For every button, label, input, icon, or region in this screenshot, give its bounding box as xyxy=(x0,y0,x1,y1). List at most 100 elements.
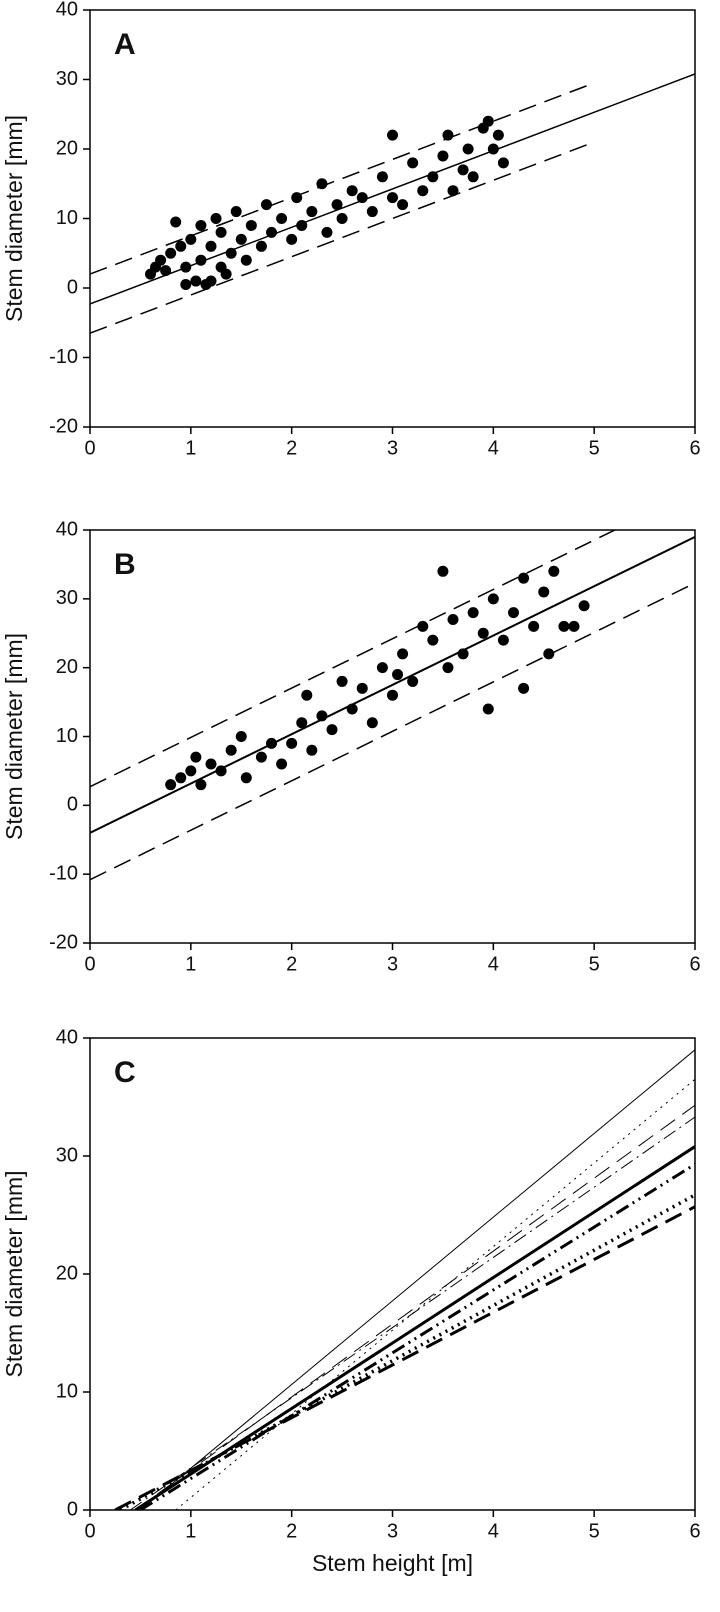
point xyxy=(397,199,409,211)
panel: -20 -10 0 10 20 30 40 0 1 2 3 4 5 6 A Stem diameter [mm… xyxy=(1,0,700,459)
point xyxy=(397,648,409,660)
point xyxy=(447,613,459,625)
y-tick-label: -20 xyxy=(49,415,78,437)
point xyxy=(286,233,298,245)
x-tick-label: 2 xyxy=(286,953,297,975)
plot-area xyxy=(90,530,695,881)
point xyxy=(276,213,288,224)
panel: -20 -10 0 10 20 30 40 0 1 2 3 4 5 6 B Stem diameter [mm… xyxy=(1,518,700,975)
y-tick-label: 30 xyxy=(56,68,78,90)
x-tick-label: 5 xyxy=(589,437,600,459)
point xyxy=(548,565,560,577)
point xyxy=(376,662,388,674)
y-axis-label: Stem diameter [mm] xyxy=(1,633,27,840)
point xyxy=(185,233,197,245)
point xyxy=(558,620,570,632)
point xyxy=(487,593,499,605)
plot-area xyxy=(90,73,695,334)
x-tick-label: 0 xyxy=(84,437,95,459)
point xyxy=(518,682,530,694)
point xyxy=(366,717,378,729)
x-tick-label: 5 xyxy=(589,953,600,975)
x-tick-label: 4 xyxy=(488,953,499,975)
point xyxy=(528,620,540,632)
point xyxy=(240,772,252,784)
y-tick-label: 10 xyxy=(56,725,78,747)
point xyxy=(407,157,419,169)
panel-letter: A xyxy=(114,28,136,61)
point xyxy=(255,751,267,763)
point xyxy=(255,240,267,252)
point xyxy=(245,219,257,231)
x-tick-label: 1 xyxy=(185,1520,196,1542)
fit-line xyxy=(135,1104,695,1510)
fit-line xyxy=(119,1193,695,1510)
point xyxy=(387,192,398,204)
point xyxy=(366,206,378,218)
fit-line xyxy=(90,582,695,881)
point xyxy=(578,600,590,612)
x-tick-label: 1 xyxy=(185,953,196,975)
point xyxy=(301,689,313,701)
point xyxy=(407,675,419,687)
point xyxy=(467,607,479,619)
y-tick-label: 0 xyxy=(67,1498,78,1520)
point xyxy=(160,265,172,277)
point xyxy=(387,689,398,701)
point xyxy=(175,240,187,252)
x-tick-label: 2 xyxy=(286,1520,297,1542)
point xyxy=(508,607,519,619)
point xyxy=(195,219,207,231)
point xyxy=(296,717,308,729)
point xyxy=(538,586,550,598)
x-tick-label: 2 xyxy=(286,437,297,459)
point xyxy=(306,206,318,218)
x-tick-label: 0 xyxy=(84,953,95,975)
point xyxy=(190,751,202,763)
fit-line xyxy=(114,1205,695,1510)
point xyxy=(240,254,252,266)
fit-line xyxy=(90,535,695,834)
y-axis-label: Stem diameter [mm] xyxy=(1,115,27,322)
point xyxy=(235,731,247,742)
plot-frame xyxy=(89,1037,696,1511)
point xyxy=(155,254,167,266)
point xyxy=(306,744,318,756)
point xyxy=(205,275,217,287)
x-tick-label: 0 xyxy=(84,1520,95,1542)
plot-frame xyxy=(89,9,696,428)
panel-letter: B xyxy=(114,548,136,581)
point xyxy=(492,129,504,141)
point xyxy=(497,157,509,169)
point xyxy=(497,634,509,646)
point xyxy=(417,620,429,632)
point xyxy=(482,703,494,715)
point xyxy=(387,129,398,141)
point xyxy=(185,765,197,777)
point xyxy=(260,199,272,211)
point xyxy=(286,737,298,749)
point xyxy=(210,213,222,224)
fit-line xyxy=(90,73,695,305)
y-tick-label: 10 xyxy=(56,1380,78,1402)
panel-letter: C xyxy=(114,1056,136,1089)
point xyxy=(346,185,358,197)
y-tick-label: 30 xyxy=(56,587,78,609)
plot-frame xyxy=(89,529,696,944)
point xyxy=(180,279,192,291)
point xyxy=(205,240,217,252)
y-tick-label: 0 xyxy=(67,276,78,298)
point xyxy=(165,779,177,791)
point xyxy=(321,226,333,238)
point xyxy=(437,565,449,577)
x-tick-label: 6 xyxy=(689,437,700,459)
y-tick-label: 30 xyxy=(56,1144,78,1166)
point xyxy=(462,143,474,155)
fit-line xyxy=(90,530,617,788)
point xyxy=(467,171,479,183)
y-tick-label: -10 xyxy=(49,862,78,884)
y-tick-label: -20 xyxy=(49,931,78,953)
y-tick-label: 20 xyxy=(56,656,78,678)
y-tick-label: 40 xyxy=(56,1026,78,1048)
